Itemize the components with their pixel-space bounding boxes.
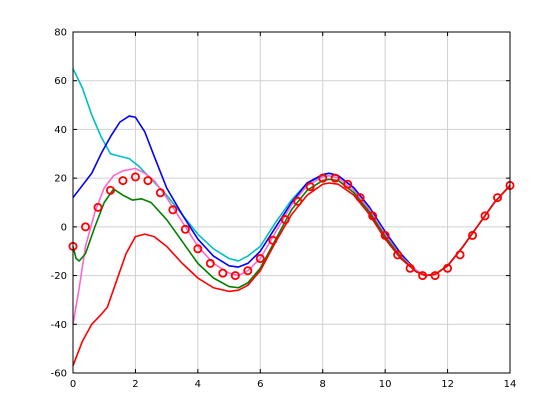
data-point	[155, 188, 165, 198]
data-point	[268, 235, 278, 245]
y-tick-label: 40	[54, 125, 67, 136]
data-point	[193, 244, 203, 254]
data-point	[205, 258, 215, 268]
data-point	[318, 173, 328, 183]
plot-frame	[72, 31, 511, 374]
data-point	[405, 263, 415, 273]
data-point	[93, 202, 103, 212]
y-tick-label: 0	[61, 222, 67, 233]
y-tick-label: -40	[51, 320, 67, 331]
data-point	[455, 250, 465, 260]
x-tick-label: 6	[257, 379, 263, 390]
y-tick-label: 80	[54, 28, 67, 39]
x-tick-label: 14	[504, 379, 517, 390]
data-point	[80, 222, 90, 232]
data-point	[168, 205, 178, 215]
data-point	[430, 271, 440, 281]
data-point	[343, 179, 353, 189]
data-point	[418, 271, 428, 281]
x-tick-label: 2	[132, 379, 138, 390]
x-tick-label: 12	[441, 379, 454, 390]
y-tick-label: -60	[51, 369, 67, 380]
x-tick-label: 4	[195, 379, 201, 390]
data-point	[130, 172, 140, 182]
data-point	[105, 185, 115, 195]
data-point	[230, 271, 240, 281]
series-line-4	[72, 182, 511, 366]
data-point	[330, 173, 340, 183]
x-tick-label: 0	[70, 379, 76, 390]
x-tick-label: 8	[320, 379, 326, 390]
data-point	[255, 254, 265, 264]
data-point	[380, 230, 390, 240]
data-point	[305, 182, 315, 192]
data-point	[493, 193, 503, 203]
series-markers-5	[68, 172, 515, 281]
y-tick-label: 60	[54, 76, 67, 87]
y-tick-label: -20	[51, 271, 67, 282]
data-point	[443, 263, 453, 273]
data-point	[293, 196, 303, 206]
data-point	[218, 268, 228, 278]
data-point	[393, 250, 403, 260]
x-tick-label: 10	[379, 379, 392, 390]
y-tick-label: 20	[54, 174, 67, 185]
data-point	[143, 176, 153, 186]
data-point	[180, 224, 190, 234]
axis-ticks: 0 2 4 6 8 10 12 14 -60 -40 -20 0 20 40 60 80	[51, 28, 517, 391]
data-point	[280, 215, 290, 225]
data-point	[480, 211, 490, 221]
data-point	[468, 230, 478, 240]
data-point	[243, 266, 253, 276]
data-point	[118, 176, 128, 186]
data-point	[368, 211, 378, 221]
series-layer	[68, 68, 515, 366]
data-point	[355, 193, 365, 203]
